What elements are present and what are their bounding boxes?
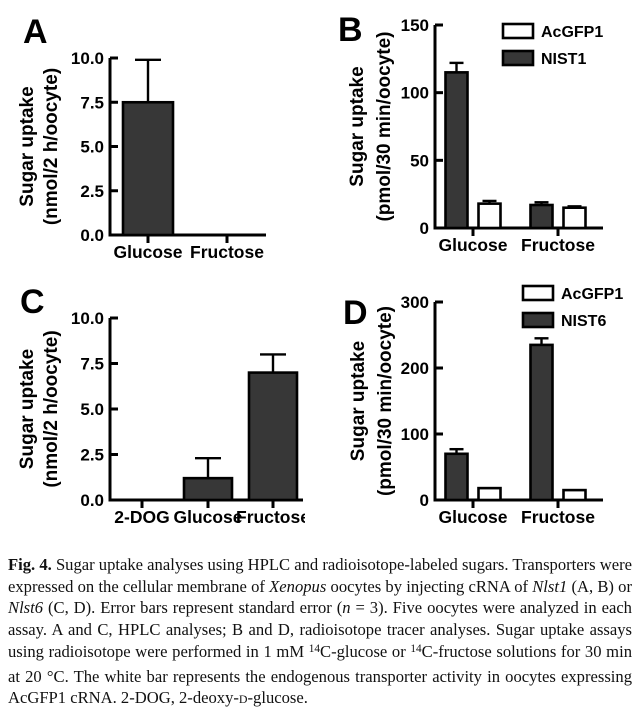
bar-glucose — [121, 100, 175, 237]
y-axis-label: Sugar uptake — [17, 349, 38, 469]
category-label: Fructose — [236, 507, 305, 527]
bar-fructose-acgfp1 — [562, 206, 587, 230]
caption-segment: 14 — [308, 642, 320, 655]
category-label: 2-DOG — [114, 507, 169, 527]
caption-segment: Xenopus — [269, 576, 327, 596]
y-tick-label: 2.5 — [80, 182, 104, 201]
legend-label: AcGFP1 — [561, 286, 623, 303]
caption-segment: 14 — [410, 642, 422, 655]
y-axis-label: (nmol/2 h/oocyte) — [41, 68, 62, 225]
bar-glucose-acgfp1 — [477, 202, 502, 230]
legend-swatch — [501, 22, 535, 40]
caption-segment: (A, B) or — [567, 576, 632, 596]
caption-segment: Sugar uptake analyses using HPLC and rad… — [8, 555, 633, 596]
panel-d: D 0 100 200 300 Sugar uptake (pmol/30 min/ooc… — [305, 270, 641, 548]
y-axis-label: (pmol/30 min/oocyte) — [375, 306, 396, 496]
y-tick-label: 200 — [401, 359, 429, 378]
figure-row-bottom: C 0.0 2.5 5.0 7.5 10.0 Sugar uptake (nmol/2 h/… — [0, 270, 641, 548]
panel-b-chart: 0 50 100 150 Sugar uptake (pmol/30 min/oocyte… — [347, 16, 603, 255]
caption-segment: Fig. 4. — [8, 555, 52, 574]
y-axis-label: Sugar uptake — [17, 86, 38, 206]
y-tick-label: 0 — [420, 219, 429, 238]
y-tick-label: 2.5 — [80, 446, 104, 465]
y-tick-label: 10.0 — [71, 49, 104, 68]
bar-glucose-nist6 — [444, 452, 469, 502]
caption-segment: C-fructose solutions for 30 min at 20 °C… — [8, 641, 632, 708]
panel-a-chart: 0.0 2.5 5.0 7.5 10.0 Sugar uptake (nmol/2 h/oo… — [17, 49, 266, 262]
caption-segment: -glucose. — [247, 688, 308, 708]
category-label: Glucose — [438, 235, 507, 255]
legend-swatch — [501, 49, 535, 67]
panel-label-c: C — [20, 283, 45, 321]
y-tick-label: 0.0 — [80, 491, 104, 510]
bar-fructose-acgfp1 — [562, 488, 587, 502]
panel-c-chart: 0.0 2.5 5.0 7.5 10.0 Sugar uptake (nmol/2 h/oo… — [17, 309, 305, 527]
panel-label-b: B — [338, 11, 363, 49]
legend-swatch — [521, 311, 555, 329]
caption-segment: Nlst6 — [8, 598, 44, 618]
bar-glucose-acgfp1 — [477, 486, 502, 502]
bar-fructose-nist6 — [529, 343, 554, 502]
category-label: Fructose — [521, 235, 595, 255]
y-tick-label: 100 — [401, 84, 429, 103]
panel-label-a: A — [23, 13, 48, 51]
caption-segment: (C, D). Error bars represent standard er… — [43, 598, 343, 618]
y-tick-label: 7.5 — [80, 355, 104, 374]
y-tick-label: 5.0 — [80, 138, 104, 157]
y-tick-label: 5.0 — [80, 400, 104, 419]
panel-d-chart: 0 100 200 300 Sugar uptake (pmol/30 min/oocyt… — [348, 284, 623, 527]
caption-segment: C-glucose or — [320, 641, 411, 661]
caption-segment: = 3). Five oocytes were analyzed in each… — [8, 598, 632, 661]
panel-label-d: D — [343, 294, 368, 332]
y-axis-label: (nmol/2 h/oocyte) — [41, 330, 62, 487]
y-axis-label: (pmol/30 min/oocyte) — [374, 31, 395, 221]
figure-caption: Fig. 4. Sugar uptake analyses using HPLC… — [0, 548, 641, 711]
legend-label: AcGFP1 — [541, 24, 603, 41]
y-tick-label: 150 — [401, 16, 429, 35]
legend-swatch — [521, 284, 555, 302]
category-label: Fructose — [521, 507, 595, 527]
caption-segment: n — [342, 598, 351, 618]
y-tick-label: 100 — [401, 425, 429, 444]
category-label: Glucose — [438, 507, 507, 527]
panel-b: B 0 50 100 150 Sugar uptake (pmol/30 min/oocy… — [300, 0, 641, 270]
y-tick-label: 300 — [401, 293, 429, 312]
panel-c: C 0.0 2.5 5.0 7.5 10.0 Sugar uptake (nmol/2 h/… — [0, 270, 305, 548]
y-tick-label: 0.0 — [80, 226, 104, 245]
bar-glucose-nist1 — [444, 71, 469, 230]
y-tick-label: 50 — [410, 151, 429, 170]
panel-a: A 0.0 2.5 5.0 7.5 10.0 Sugar uptake (nmol/2 h/… — [0, 0, 300, 270]
y-tick-label: 7.5 — [80, 93, 104, 112]
bar-fructose-nist1 — [529, 203, 554, 230]
y-axis-label: Sugar uptake — [348, 341, 369, 461]
figure-row-top: A 0.0 2.5 5.0 7.5 10.0 Sugar uptake (nmol/2 h/… — [0, 0, 641, 270]
bar-glucose — [182, 476, 234, 502]
y-tick-label: 10.0 — [71, 309, 104, 328]
bar-fructose — [247, 371, 299, 502]
y-tick-label: 0 — [420, 491, 429, 510]
legend-label: NIST6 — [561, 313, 606, 330]
caption-segment: Nlst1 — [532, 576, 568, 596]
category-label: Fructose — [190, 242, 264, 262]
y-axis-label: Sugar uptake — [347, 66, 368, 186]
category-label: Glucose — [113, 242, 182, 262]
caption-segment: oocytes by injecting cRNA of — [326, 576, 533, 596]
caption-segment: d — [238, 692, 248, 707]
legend-label: NIST1 — [541, 51, 586, 68]
category-label: Glucose — [173, 507, 242, 527]
